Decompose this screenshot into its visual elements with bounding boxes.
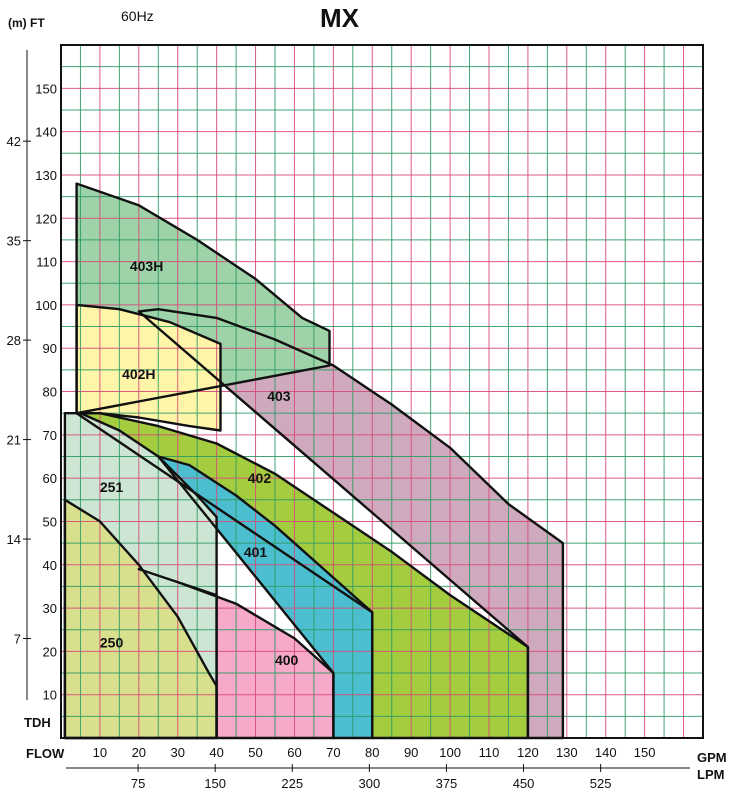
model-label-403: 403 [267, 388, 291, 404]
model-label-251: 251 [100, 479, 124, 495]
ft-tick-label: 110 [36, 255, 57, 270]
model-labels: 403H 402H 403 402 401 251 250 400 [100, 258, 299, 668]
tdh-axis-label: TDH [24, 715, 51, 730]
gpm-tick-label: 110 [479, 745, 500, 760]
frequency-label: 60Hz [121, 8, 154, 24]
model-label-250: 250 [100, 635, 124, 651]
outline-402h [75, 303, 222, 432]
ft-tick-label: 60 [43, 471, 57, 486]
model-label-403h: 403H [130, 258, 163, 274]
ft-tick-label: 80 [43, 385, 57, 400]
gpm-tick-label: 100 [439, 745, 461, 760]
gpm-tick-label: 120 [517, 745, 539, 760]
gpm-tick-label: 50 [248, 745, 262, 760]
model-label-402h: 402H [122, 366, 155, 382]
gpm-tick-label: 60 [287, 745, 301, 760]
lpm-tick-label: 75 [131, 776, 145, 791]
chart-title: MX [320, 3, 360, 33]
gpm-tick-label: 90 [404, 745, 418, 760]
gpm-tick-label: 140 [595, 745, 617, 760]
gpm-tick-label: 150 [634, 745, 656, 760]
ft-tick-label: 20 [43, 644, 57, 659]
plot-frame [60, 44, 704, 739]
gpm-tick-label: 70 [326, 745, 340, 760]
lpm-tick-label: 225 [281, 776, 303, 791]
outline-403h [75, 182, 331, 415]
series-areas [64, 183, 563, 738]
ft-tick-label: 90 [43, 341, 57, 356]
ft-tick-label: 130 [35, 168, 57, 183]
area-401 [158, 456, 373, 738]
tick-labels: 10 20 30 40 50 60 70 80 90 100 110 120 130 140 150 10 20… [7, 81, 656, 791]
lpm-tick-label: 525 [590, 776, 612, 791]
gpm-tick-label: 80 [365, 745, 379, 760]
ft-tick-label: 140 [35, 125, 57, 140]
gpm-tick-label: 20 [132, 745, 146, 760]
metre-tick-label: 7 [14, 632, 21, 647]
ft-tick-label: 10 [43, 688, 57, 703]
ft-tick-label: 150 [35, 81, 57, 96]
lpm-tick-label: 375 [436, 776, 458, 791]
ft-tick-label: 50 [43, 514, 57, 529]
metre-tick-label: 14 [7, 532, 21, 547]
area-403 [138, 309, 563, 738]
lpm-tick-label: 150 [204, 776, 226, 791]
lpm-unit-label: LPM [697, 767, 724, 782]
model-label-401: 401 [244, 544, 268, 560]
area-250 [64, 499, 217, 738]
gpm-tick-label: 30 [170, 745, 184, 760]
metre-tick-label: 28 [7, 333, 21, 348]
area-402 [76, 413, 528, 738]
flow-axis-label: FLOW [26, 746, 65, 761]
gpm-tick-label: 130 [556, 745, 578, 760]
ft-tick-label: 70 [43, 428, 57, 443]
ft-tick-label: 120 [35, 211, 57, 226]
ft-tick-label: 40 [43, 558, 57, 573]
area-402h [76, 304, 221, 431]
metre-tick-label: 35 [7, 234, 21, 249]
ft-tick-label: 100 [35, 298, 57, 313]
metre-tick-label: 21 [7, 433, 21, 448]
lpm-tick-label: 300 [359, 776, 381, 791]
ft-tick-label: 30 [43, 601, 57, 616]
lpm-tick-label: 450 [513, 776, 535, 791]
metre-tick-label: 42 [7, 134, 21, 149]
gpm-unit-label: GPM [697, 750, 727, 765]
gpm-tick-label: 40 [209, 745, 223, 760]
units-label: (m) FT [8, 16, 45, 30]
model-label-400: 400 [275, 652, 299, 668]
grid-lines [61, 45, 703, 738]
model-label-402: 402 [248, 470, 272, 486]
gpm-tick-label: 10 [93, 745, 107, 760]
